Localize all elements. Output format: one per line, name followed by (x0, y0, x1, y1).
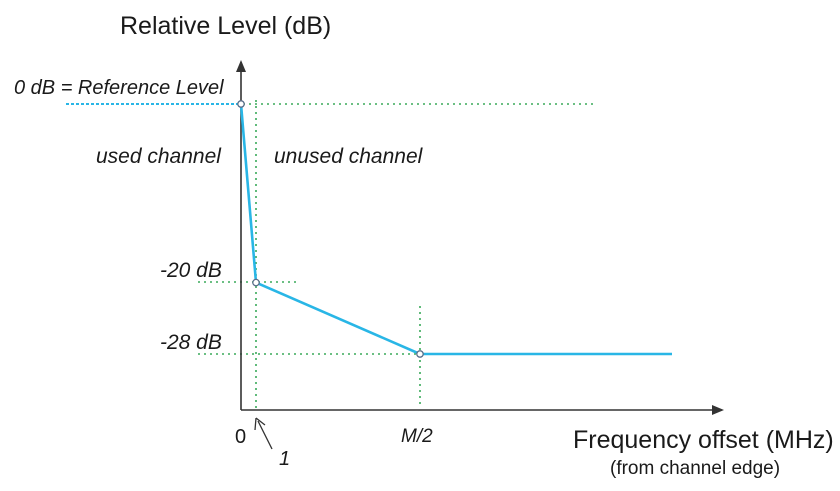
y-axis-title: Relative Level (dB) (120, 12, 332, 40)
x-one-pointer (257, 420, 273, 450)
x-axis-title: Frequency offset (MHz) (573, 426, 834, 454)
minus28-label: -28 dB (160, 331, 222, 354)
x-tick-half: M/2 (401, 426, 433, 447)
mask-point-0 (237, 100, 245, 108)
x-tick-one: 1 (279, 448, 291, 470)
x-axis-subtitle: (from channel edge) (610, 458, 781, 479)
minus20-label: -20 dB (160, 259, 222, 282)
reference-level-label: 0 dB = Reference Level (14, 77, 224, 99)
x-tick-zero: 0 (235, 426, 247, 448)
mask-point-2 (416, 350, 424, 358)
unused-channel-label: unused channel (274, 145, 423, 168)
used-channel-label: used channel (96, 145, 221, 168)
mask-point-1 (252, 278, 260, 287)
mask-line (239, 103, 672, 356)
x-one-pointer-head (254, 417, 266, 431)
